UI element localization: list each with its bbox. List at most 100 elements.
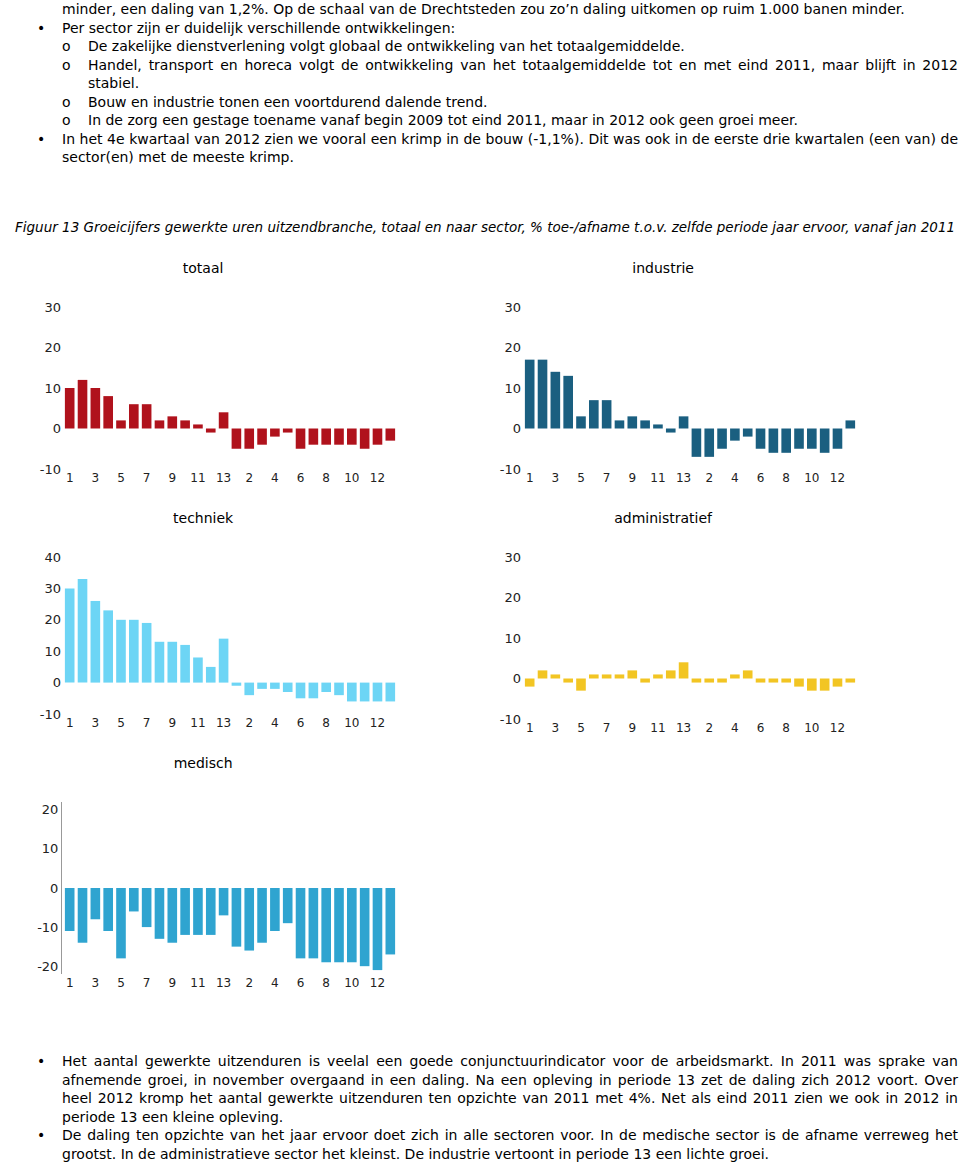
svg-text:3: 3	[92, 471, 100, 485]
svg-text:10: 10	[804, 471, 819, 485]
svg-text:-20: -20	[37, 959, 58, 974]
svg-text:13: 13	[216, 716, 231, 730]
svg-text:6: 6	[297, 471, 305, 485]
svg-text:11: 11	[190, 716, 205, 730]
svg-text:6: 6	[757, 471, 765, 485]
svg-text:11: 11	[190, 976, 205, 990]
svg-text:30: 30	[504, 300, 521, 315]
svg-text:12: 12	[370, 471, 385, 485]
svg-text:8: 8	[782, 721, 790, 735]
svg-text:10: 10	[42, 841, 59, 856]
svg-text:10: 10	[344, 716, 359, 730]
svg-text:0: 0	[53, 421, 61, 436]
svg-text:7: 7	[603, 471, 611, 485]
svg-text:-10: -10	[500, 462, 521, 477]
svg-text:7: 7	[143, 976, 151, 990]
svg-text:10: 10	[344, 976, 359, 990]
svg-text:10: 10	[44, 644, 61, 659]
svg-text:20: 20	[42, 802, 59, 817]
html-text:Handel, transport en horeca vo: Handel, transport en horeca volgt de ont…	[88, 56, 958, 91]
svg-text:30: 30	[44, 581, 61, 596]
html-text:De daling ten opzichte van het: De daling ten opzichte van het jaar ervo…	[62, 1127, 958, 1162]
svg-text:5: 5	[117, 976, 125, 990]
svg-text:totaal: totaal	[183, 260, 224, 276]
svg-text:2: 2	[245, 716, 253, 730]
svg-text:3: 3	[92, 716, 100, 730]
svg-text:13: 13	[676, 721, 691, 735]
svg-text:techniek: techniek	[173, 510, 234, 526]
svg-text:0: 0	[513, 421, 521, 436]
svg-text:9: 9	[168, 471, 176, 485]
svg-text:20: 20	[44, 340, 61, 355]
svg-text:10: 10	[44, 381, 61, 396]
svg-text:5: 5	[117, 716, 125, 730]
svg-text:6: 6	[757, 721, 765, 735]
svg-text:10: 10	[804, 721, 819, 735]
svg-text:administratief: administratief	[614, 510, 713, 526]
svg-text:11: 11	[650, 721, 665, 735]
svg-text:4: 4	[731, 721, 739, 735]
svg-text:13: 13	[216, 471, 231, 485]
svg-text:5: 5	[577, 721, 585, 735]
svg-text:3: 3	[92, 976, 100, 990]
svg-text:20: 20	[504, 340, 521, 355]
svg-text:6: 6	[297, 976, 305, 990]
svg-text:industrie: industrie	[632, 260, 694, 276]
svg-text:1: 1	[66, 976, 74, 990]
svg-text:12: 12	[370, 976, 385, 990]
svg-text:9: 9	[168, 716, 176, 730]
svg-text:7: 7	[603, 721, 611, 735]
svg-text:20: 20	[504, 590, 521, 605]
svg-text:10: 10	[504, 381, 521, 396]
svg-text:0: 0	[50, 881, 58, 896]
svg-text:30: 30	[44, 300, 61, 315]
svg-text:0: 0	[513, 671, 521, 686]
svg-text:4: 4	[731, 471, 739, 485]
svg-text:9: 9	[168, 976, 176, 990]
svg-text:8: 8	[322, 716, 330, 730]
svg-text:4: 4	[271, 471, 279, 485]
svg-text:3: 3	[552, 721, 560, 735]
svg-text:8: 8	[322, 471, 330, 485]
svg-text:-10: -10	[40, 707, 61, 722]
svg-text:medisch: medisch	[174, 755, 233, 771]
svg-text:7: 7	[143, 471, 151, 485]
svg-text:11: 11	[190, 471, 205, 485]
svg-text:1: 1	[66, 471, 74, 485]
svg-text:12: 12	[830, 721, 845, 735]
svg-text:8: 8	[782, 471, 790, 485]
svg-text:-10: -10	[40, 462, 61, 477]
svg-text:3: 3	[552, 471, 560, 485]
svg-text:12: 12	[830, 471, 845, 485]
svg-text:4: 4	[271, 716, 279, 730]
svg-text:5: 5	[577, 471, 585, 485]
svg-text:10: 10	[344, 471, 359, 485]
svg-text:2: 2	[245, 471, 253, 485]
svg-text:20: 20	[44, 612, 61, 627]
svg-text:9: 9	[628, 471, 636, 485]
svg-text:8: 8	[322, 976, 330, 990]
svg-text:30: 30	[504, 550, 521, 565]
svg-text:9: 9	[628, 721, 636, 735]
svg-text:1: 1	[66, 716, 74, 730]
svg-text:10: 10	[504, 631, 521, 646]
svg-text:11: 11	[650, 471, 665, 485]
svg-text:1: 1	[526, 721, 534, 735]
svg-text:7: 7	[143, 716, 151, 730]
html-text:In het 4e kwartaal van 2012 zi: In het 4e kwartaal van 2012 zien we voor…	[62, 130, 958, 165]
svg-text:13: 13	[676, 471, 691, 485]
svg-text:13: 13	[216, 976, 231, 990]
svg-text:12: 12	[370, 716, 385, 730]
svg-text:2: 2	[245, 976, 253, 990]
html-text:Het aantal gewerkte uitzendure: Het aantal gewerkte uitzenduren is veela…	[62, 1053, 958, 1125]
svg-text:-10: -10	[500, 712, 521, 727]
svg-text:40: 40	[44, 550, 61, 565]
svg-text:6: 6	[297, 716, 305, 730]
svg-text:2: 2	[705, 471, 713, 485]
svg-text:0: 0	[53, 675, 61, 690]
svg-text:4: 4	[271, 976, 279, 990]
svg-text:2: 2	[705, 721, 713, 735]
svg-text:1: 1	[526, 471, 534, 485]
svg-text:-10: -10	[37, 920, 58, 935]
svg-text:5: 5	[117, 471, 125, 485]
